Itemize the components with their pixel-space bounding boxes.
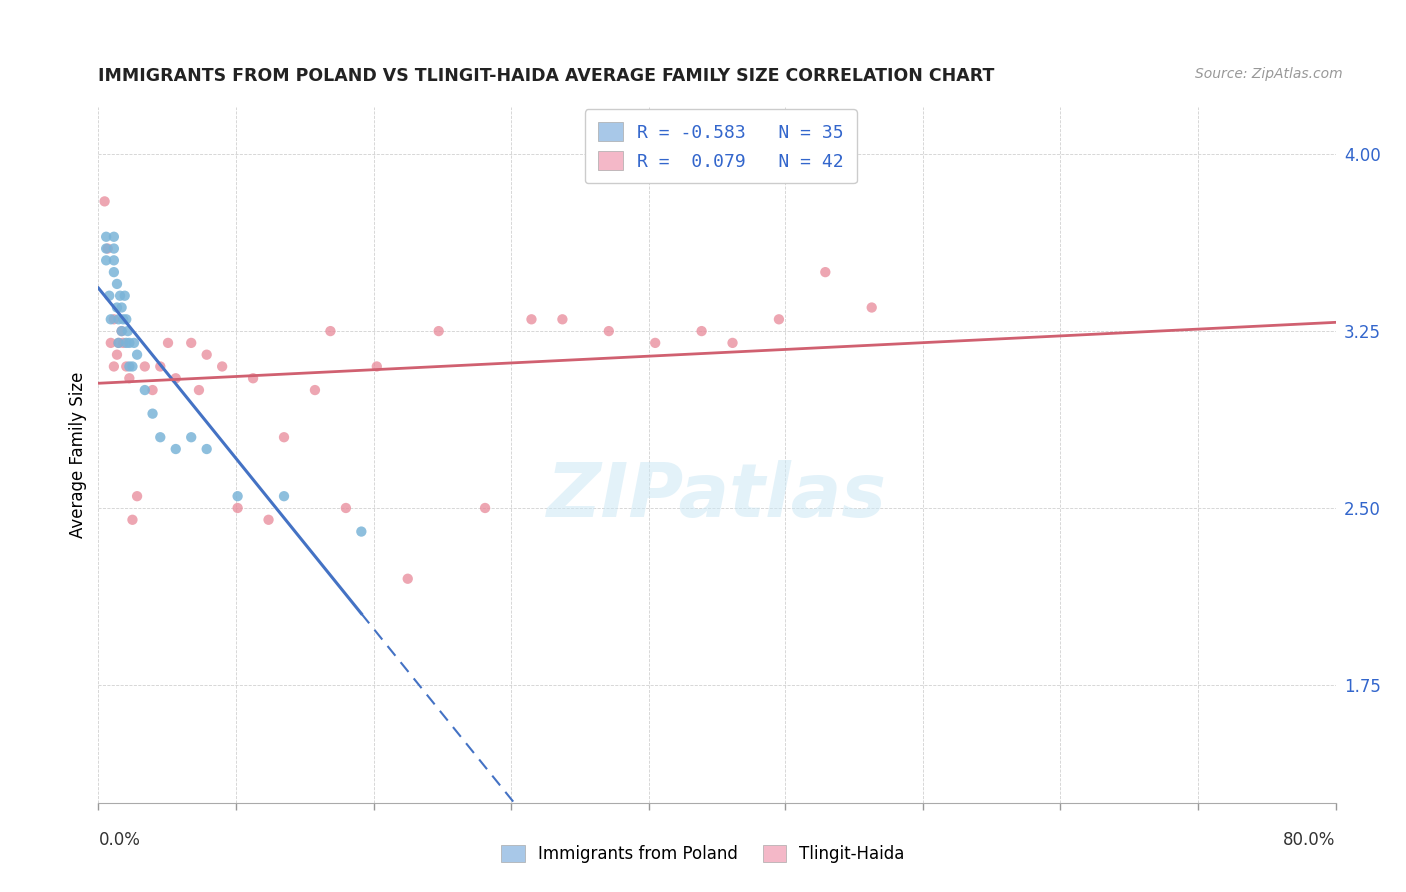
Point [108, 289, 131, 303]
Point [111, 324, 132, 338]
Point [257, 513, 280, 527]
Point [134, 359, 156, 374]
Point [335, 500, 357, 515]
Point [100, 335, 122, 350]
Point [118, 359, 141, 374]
Point [118, 335, 141, 350]
Legend: Immigrants from Poland, Tlingit-Haida: Immigrants from Poland, Tlingit-Haida [494, 837, 912, 871]
Point [598, 324, 620, 338]
Point [103, 265, 125, 279]
Point [112, 335, 135, 350]
Point [188, 383, 211, 397]
Point [242, 371, 264, 385]
Point [98, 289, 121, 303]
Point [105, 301, 128, 315]
Point [474, 500, 496, 515]
Point [121, 359, 143, 374]
Point [319, 324, 342, 338]
Point [107, 312, 129, 326]
Legend: R = -0.583   N = 35, R =  0.079   N = 42: R = -0.583 N = 35, R = 0.079 N = 42 [585, 109, 856, 183]
Point [149, 430, 172, 444]
Point [273, 489, 295, 503]
Point [105, 348, 128, 362]
Text: Source: ZipAtlas.com: Source: ZipAtlas.com [1195, 67, 1343, 81]
Point [195, 348, 218, 362]
Point [93, 194, 115, 209]
Text: 0.0%: 0.0% [98, 831, 141, 849]
Point [103, 242, 125, 256]
Point [117, 324, 139, 338]
Point [141, 383, 165, 397]
Point [149, 359, 172, 374]
Point [180, 430, 202, 444]
Point [644, 335, 666, 350]
Point [195, 442, 218, 456]
Point [427, 324, 450, 338]
Point [107, 335, 129, 350]
Point [768, 312, 790, 326]
Point [157, 335, 180, 350]
Point [721, 335, 744, 350]
Point [103, 359, 125, 374]
Point [690, 324, 713, 338]
Point [122, 335, 145, 350]
Point [96, 229, 118, 244]
Point [211, 359, 233, 374]
Point [226, 489, 249, 503]
Point [396, 572, 419, 586]
Point [112, 312, 135, 326]
Point [96, 253, 118, 268]
Point [115, 359, 138, 374]
Point [165, 371, 187, 385]
Text: IMMIGRANTS FROM POLAND VS TLINGIT-HAIDA AVERAGE FAMILY SIZE CORRELATION CHART: IMMIGRANTS FROM POLAND VS TLINGIT-HAIDA … [98, 67, 995, 85]
Point [141, 407, 165, 421]
Point [273, 430, 295, 444]
Point [121, 513, 143, 527]
Point [814, 265, 837, 279]
Point [111, 324, 132, 338]
Point [165, 442, 187, 456]
Point [103, 312, 125, 326]
Text: 80.0%: 80.0% [1284, 831, 1336, 849]
Point [127, 348, 149, 362]
Point [304, 383, 326, 397]
Point [127, 489, 149, 503]
Point [103, 229, 125, 244]
Point [107, 335, 129, 350]
Point [860, 301, 883, 315]
Point [551, 312, 574, 326]
Point [350, 524, 373, 539]
Point [226, 500, 249, 515]
Point [118, 371, 141, 385]
Point [366, 359, 388, 374]
Point [97, 242, 120, 256]
Y-axis label: Average Family Size: Average Family Size [69, 372, 87, 538]
Point [134, 383, 156, 397]
Point [114, 289, 136, 303]
Point [103, 253, 125, 268]
Point [100, 312, 122, 326]
Point [111, 301, 132, 315]
Point [115, 335, 138, 350]
Text: ZIPatlas: ZIPatlas [547, 460, 887, 533]
Point [180, 335, 202, 350]
Point [520, 312, 543, 326]
Point [96, 242, 118, 256]
Point [105, 277, 128, 291]
Point [115, 312, 138, 326]
